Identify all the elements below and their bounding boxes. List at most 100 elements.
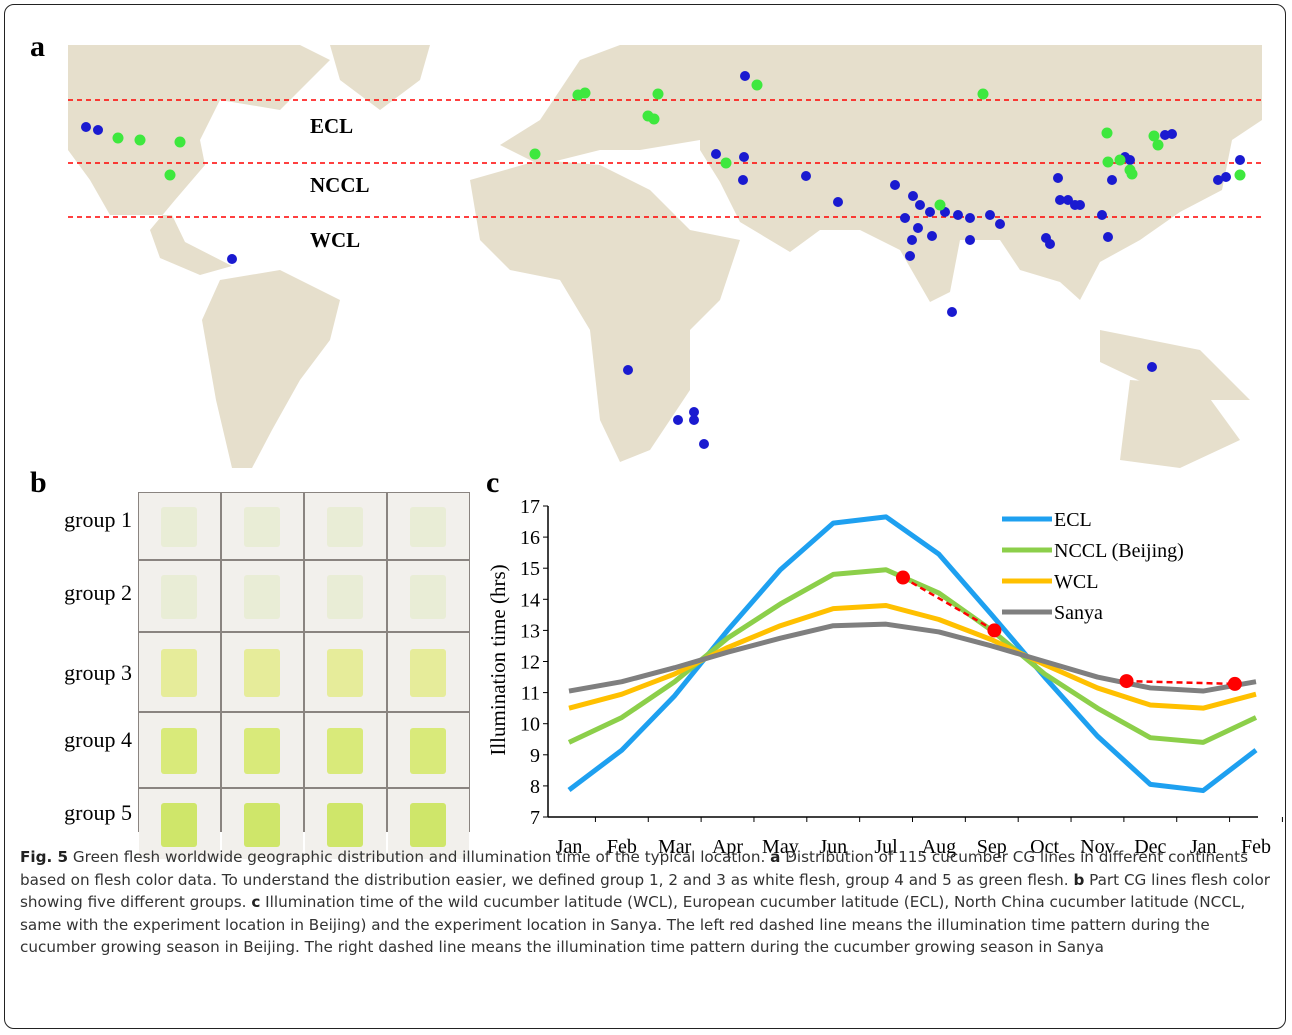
photo-cell [139,789,220,859]
photo-grid [138,492,470,859]
green-dot [1114,154,1126,166]
y-tick-label: 15 [520,558,540,580]
land [68,45,1262,468]
green-dot [1148,130,1160,142]
blue-dot [905,251,915,261]
blue-dot [908,191,918,201]
flesh-sample [327,803,363,847]
flesh-sample [161,506,197,548]
y-tick-label: 14 [520,589,540,611]
green-dot [174,136,186,148]
photo-cell [305,789,386,859]
caption-text: Distribution of 115 cucumber CG lines in… [20,848,1248,889]
blue-dot [711,149,721,159]
flesh-sample [244,649,280,697]
blue-dot [689,407,699,417]
x-tick-label: Oct [1030,836,1059,858]
blue-dot [890,180,900,190]
flesh-sample [410,803,446,847]
blue-dot [915,200,925,210]
flesh-sample [327,649,363,697]
photo-cell [139,561,220,631]
blue-dot [689,415,699,425]
photo-cell [139,633,220,711]
green-dot [751,79,763,91]
blue-dot [1213,175,1223,185]
group-label: group 2 [64,580,132,605]
x-tick-label: Mar [658,836,692,858]
y-tick-label: 10 [520,714,540,736]
flesh-sample [244,575,280,619]
blue-dot [953,210,963,220]
flesh-sample [327,728,363,774]
x-tick-label: Jan [556,836,583,858]
blue-dot [1125,155,1135,165]
flesh-sample [161,649,197,697]
green-dot [652,88,664,100]
blue-dot [738,175,748,185]
blue-dot [1075,200,1085,210]
photo-cell [305,561,386,631]
caption-panel: b [1073,870,1085,889]
green-dot [579,87,591,99]
flesh-sample [410,728,446,774]
green-dot [648,113,660,125]
blue-dot [925,207,935,217]
group-label: group 3 [64,660,132,685]
blue-dot [1097,210,1107,220]
group-label: group 5 [64,800,132,825]
caption: Fig. 5 Green flesh worldwide geographic … [20,846,1270,959]
photo-cell [222,633,303,711]
flesh-sample [410,575,446,619]
flesh-sample [244,728,280,774]
photo-cell [388,713,469,787]
y-tick-label: 7 [530,807,540,829]
blue-dot [673,415,683,425]
photo-cell [139,493,220,559]
photo-cell [222,561,303,631]
x-tick-label: Apr [712,836,743,858]
green-dot [1102,156,1114,168]
flesh-sample [161,803,197,847]
photo-cell [388,789,469,859]
photo-cell [305,493,386,559]
x-tick-label: Jan [1190,836,1217,858]
x-tick-label: Jul [874,836,898,858]
blue-dot [1221,172,1231,182]
photo-cell [388,493,469,559]
y-tick-label: 17 [520,496,540,518]
y-tick-label: 12 [520,652,540,674]
highlight-line [902,576,996,632]
legend-label: ECL [1054,509,1092,531]
blue-dot [1053,173,1063,183]
green-dot [134,134,146,146]
x-tick-label: Jun [819,836,847,858]
green-dot [1126,168,1138,180]
panel-label: b [30,466,47,499]
photo-cell [388,633,469,711]
blue-dot [699,439,709,449]
highlight-line [1126,679,1235,686]
blue-dot [965,213,975,223]
blue-dot [801,171,811,181]
flesh-sample [410,506,446,548]
blue-dot [965,235,975,245]
flesh-sample [327,575,363,619]
photo-cell [388,561,469,631]
location-dots [81,71,1246,449]
blue-dot [1055,195,1065,205]
line-chart: Illumination time (hrs) 7 8 9 10 11 12 13 14 15 1… [486,496,1283,858]
y-tick-label: 11 [521,683,540,705]
blue-dot [927,231,937,241]
flesh-sample [244,506,280,548]
photo-cell [139,713,220,787]
zone-label: NCCL [310,173,370,197]
blue-dot [227,254,237,264]
caption-panel: a [770,848,781,866]
figure-frame [4,4,1286,1029]
highlight-point [987,623,1002,638]
flesh-sample [327,506,363,548]
green-dot [934,199,946,211]
blue-dot [1147,362,1157,372]
